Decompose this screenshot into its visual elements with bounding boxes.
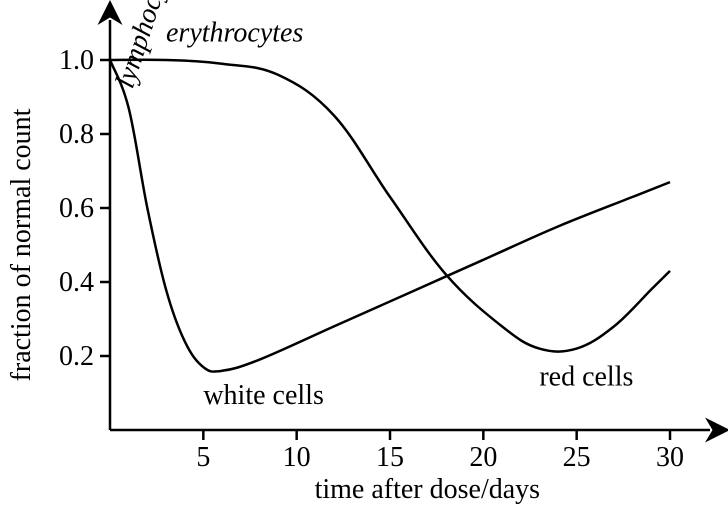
x-tick-label: 10	[283, 442, 311, 473]
y-tick-label: 0.8	[59, 119, 94, 150]
series-label-erythrocytes: erythrocytes	[166, 18, 303, 49]
series-lymphocytes	[110, 60, 670, 372]
series-erythrocytes	[110, 60, 670, 352]
series-endlabel-lymphocytes: white cells	[203, 380, 324, 411]
series-endlabel-erythrocytes: red cells	[539, 362, 633, 393]
chart-svg: 5 10 15 20 25 30 0.2 0.4 0.6 0.8 1.0 time after dos…	[0, 0, 728, 526]
y-tick-label: 0.6	[59, 193, 94, 224]
y-tick-label: 0.2	[59, 341, 94, 372]
x-tick-label: 30	[656, 442, 684, 473]
y-tick-label: 1.0	[59, 45, 94, 76]
y-tick-label: 0.4	[59, 267, 94, 298]
x-axis-label: time after dose/days	[315, 474, 540, 505]
x-tick-label: 5	[196, 442, 210, 473]
chart-container: 5 10 15 20 25 30 0.2 0.4 0.6 0.8 1.0 time after dos…	[0, 0, 728, 526]
y-axis-label: fraction of normal count	[6, 108, 37, 381]
x-tick-label: 20	[469, 442, 497, 473]
x-tick-label: 25	[563, 442, 591, 473]
x-tick-label: 15	[376, 442, 404, 473]
